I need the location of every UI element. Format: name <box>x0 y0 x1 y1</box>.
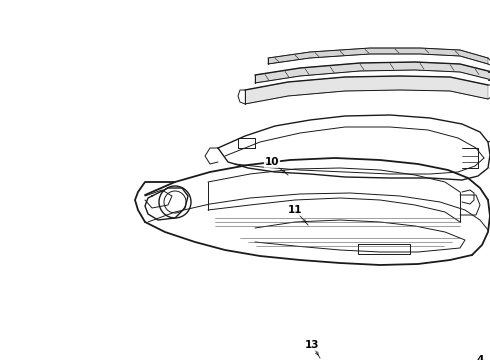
Polygon shape <box>255 62 490 83</box>
Text: 4: 4 <box>476 355 484 360</box>
Polygon shape <box>268 48 488 64</box>
Text: 13: 13 <box>305 340 319 350</box>
Polygon shape <box>245 76 488 104</box>
Text: 11: 11 <box>288 205 302 215</box>
Text: 10: 10 <box>265 157 279 167</box>
